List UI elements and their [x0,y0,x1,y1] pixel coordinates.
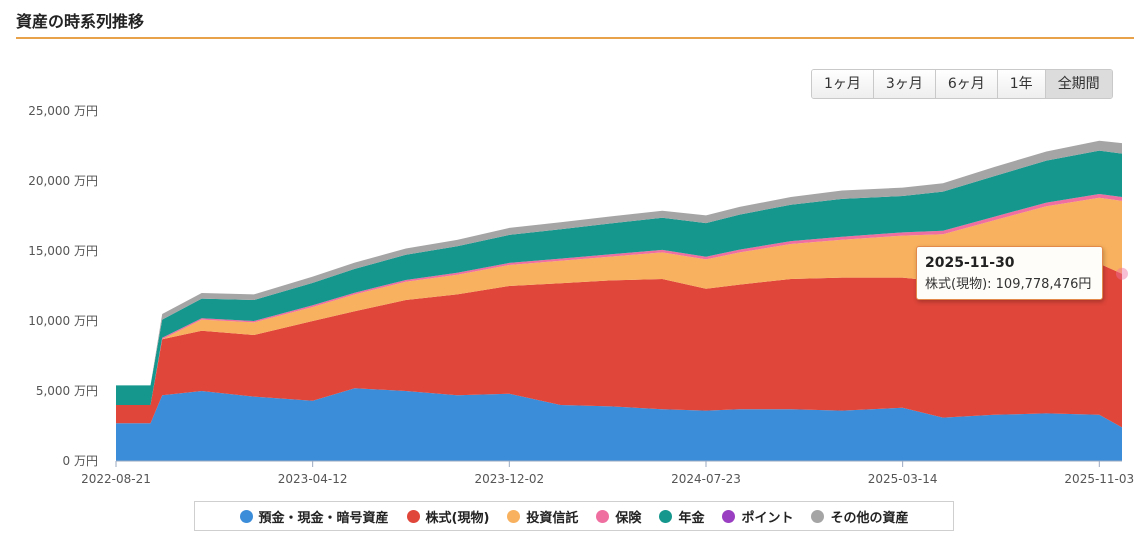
chart-legend: 預金・現金・暗号資産 株式(現物) 投資信託 保険 年金 ポイント その他の資産 [194,501,954,531]
series-area-fund [116,197,1122,405]
legend-dot-icon [811,509,825,523]
range-tab-1y[interactable]: 1年 [997,70,1046,98]
legend-label: 預金・現金・暗号資産 [258,510,389,526]
x-tick-label: 2023-04-12 [278,472,348,486]
y-tick-label: 20,000 万円 [28,174,98,188]
legend-item-stock[interactable]: 株式(現物) [406,507,490,526]
legend-item-point[interactable]: ポイント [722,507,793,526]
range-tab-all[interactable]: 全期間 [1045,70,1112,98]
series-area-stock [116,263,1122,428]
x-tick-label: 2025-11-03 [1064,472,1134,486]
legend-label: 年金 [678,510,705,526]
range-tab-group: 1ヶ月 3ヶ月 6ヶ月 1年 全期間 [811,69,1113,99]
page-title: 資産の時系列推移 [16,12,145,31]
y-tick-label: 10,000 万円 [28,314,98,328]
chart-tooltip: 2025-11-30 株式(現物): 109,778,476円 [916,246,1103,300]
series-area-other [116,140,1122,386]
legend-label: ポイント [741,510,794,526]
legend-item-other[interactable]: その他の資産 [811,507,908,526]
legend-dot-icon [659,509,673,523]
legend-label: 保険 [615,510,642,526]
range-tab-3m[interactable]: 3ヶ月 [873,70,936,98]
y-tick-label: 5,000 万円 [36,384,98,398]
x-tick-label: 2024-07-23 [671,472,741,486]
legend-item-pension[interactable]: 年金 [659,507,704,526]
y-tick-label: 15,000 万円 [28,244,98,258]
series-area-deposit [116,388,1122,461]
hover-marker [1116,267,1128,280]
legend-label: その他の資産 [830,510,909,526]
legend-item-fund[interactable]: 投資信託 [507,507,578,526]
range-tab-1m[interactable]: 1ヶ月 [812,70,874,98]
x-tick-label: 2023-12-02 [474,472,544,486]
x-tick-label: 2022-08-21 [81,472,151,486]
asset-area-chart[interactable]: 0 万円 5,000 万円 10,000 万円 15,000 万円 20,000 万円 2… [0,0,1143,500]
legend-label: 株式(現物) [425,510,490,526]
tooltip-date: 2025-11-30 [925,255,1015,271]
x-tick-label: 2025-03-14 [868,472,938,486]
legend-dot-icon [239,509,253,523]
range-tab-6m[interactable]: 6ヶ月 [935,70,998,98]
y-tick-label: 25,000 万円 [28,104,98,118]
legend-item-insurance[interactable]: 保険 [596,507,641,526]
tooltip-value: 株式(現物): 109,778,476円 [925,277,1092,292]
legend-dot-icon [596,509,610,523]
series-area-pension [116,150,1122,405]
y-tick-label: 0 万円 [63,454,98,468]
title-divider [16,37,1134,39]
legend-dot-icon [406,509,420,523]
legend-label: 投資信託 [526,510,579,526]
legend-dot-icon [507,509,521,523]
legend-dot-icon [722,509,736,523]
legend-item-deposit[interactable]: 預金・現金・暗号資産 [239,507,389,526]
